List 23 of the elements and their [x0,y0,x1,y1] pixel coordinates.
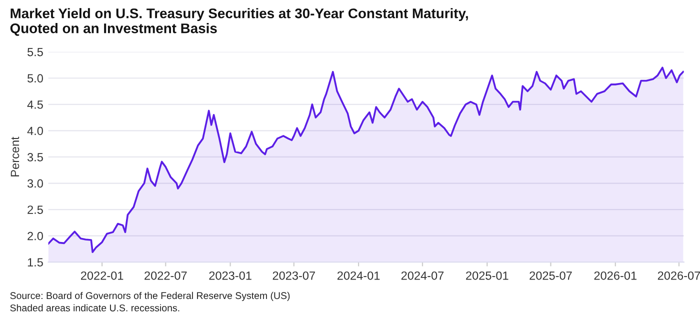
x-tick-label: 2023-01 [209,271,252,280]
x-tick-label: 2023-07 [272,271,315,280]
y-tick-label: 4.0 [27,126,43,136]
x-tick-label: 2026-01 [594,271,636,280]
x-tick-label: 2024-07 [401,271,444,280]
y-tick-label: 3.0 [27,179,43,188]
x-tick-label: 2025-07 [530,271,572,280]
y-tick-label: 3.5 [27,153,43,162]
y-tick-label: 5.0 [28,74,43,83]
y-tick-label: 4.5 [27,100,43,109]
chart-title: Market Yield on U.S. Treasury Securities at 30-Year Constant Maturity, Quoted on an Investment Basis [10,8,468,36]
y-tick-label: 2.0 [28,232,43,240]
x-tick-label: 2026-07 [658,271,700,280]
y-tick-label: 2.5 [28,206,43,214]
x-tick-label: 2025-01 [466,271,508,280]
y-tick-label: 1.5 [28,258,43,267]
x-tick-label: 2024-01 [337,271,380,280]
y-tick-label: 5.5 [28,48,43,56]
source-note: Source: Board of Governors of the Federal Reserve System (US) [10,292,290,301]
y-axis-title: Percent [10,136,20,176]
x-tick-label: 2022-01 [80,271,124,280]
text: Shaded areas indicate U.S. recessions. [10,304,180,312]
x-tick-label: 2022-07 [144,271,187,280]
